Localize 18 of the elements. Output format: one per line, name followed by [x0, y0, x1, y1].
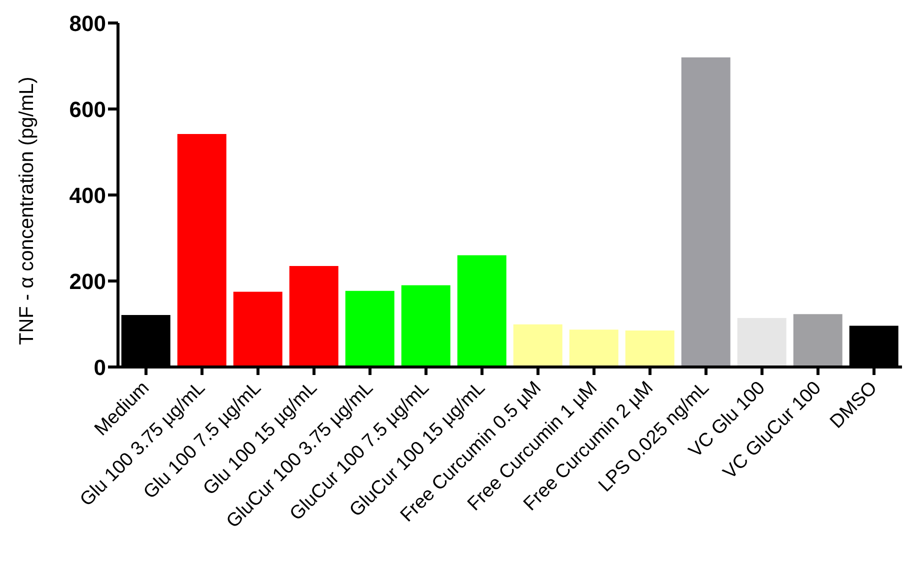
bar: [737, 318, 786, 367]
bar: [289, 266, 338, 367]
y-tick-label: 800: [69, 10, 106, 36]
bar: [513, 324, 562, 367]
bar: [569, 330, 618, 367]
bar: [177, 134, 226, 367]
y-tick-label: 400: [69, 182, 106, 208]
y-tick-label: 0: [94, 354, 106, 380]
bar: [345, 290, 394, 367]
y-axis-title: TNF - α concentration (pg/mL): [16, 76, 38, 345]
bar: [681, 57, 730, 367]
y-tick-label: 200: [69, 268, 106, 294]
bar: [233, 292, 282, 367]
bar: [793, 314, 842, 367]
bar: [401, 285, 450, 367]
bar: [457, 255, 506, 367]
y-tick-label: 600: [69, 96, 106, 122]
bar: [625, 330, 674, 367]
